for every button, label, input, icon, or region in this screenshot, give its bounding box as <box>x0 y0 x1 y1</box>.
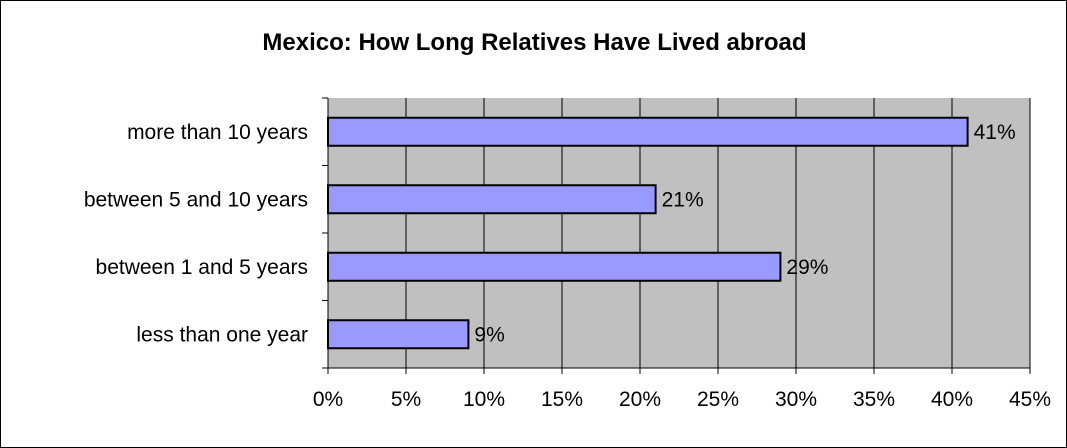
data-label: 29% <box>786 256 828 279</box>
x-tick-label: 30% <box>775 388 817 411</box>
bar <box>327 319 470 350</box>
data-label: 21% <box>662 188 704 211</box>
data-label: 9% <box>474 323 504 346</box>
x-tick-label: 5% <box>391 388 421 411</box>
bar <box>327 184 657 215</box>
category-label: more than 10 years <box>127 121 308 144</box>
category-label: less than one year <box>136 323 308 346</box>
x-tick-label: 40% <box>931 388 973 411</box>
x-tick-label: 45% <box>1009 388 1051 411</box>
bar <box>327 251 782 282</box>
x-tick-label: 0% <box>313 388 343 411</box>
x-tick-label: 25% <box>697 388 739 411</box>
chart-title: Mexico: How Long Relatives Have Lived ab… <box>262 29 807 56</box>
x-tick-label: 15% <box>541 388 583 411</box>
x-tick-label: 35% <box>853 388 895 411</box>
data-label: 41% <box>974 121 1016 144</box>
bar <box>327 116 969 147</box>
x-tick-label: 10% <box>463 388 505 411</box>
x-tick-label: 20% <box>619 388 661 411</box>
category-label: between 5 and 10 years <box>84 188 308 211</box>
category-label: between 1 and 5 years <box>96 256 308 279</box>
